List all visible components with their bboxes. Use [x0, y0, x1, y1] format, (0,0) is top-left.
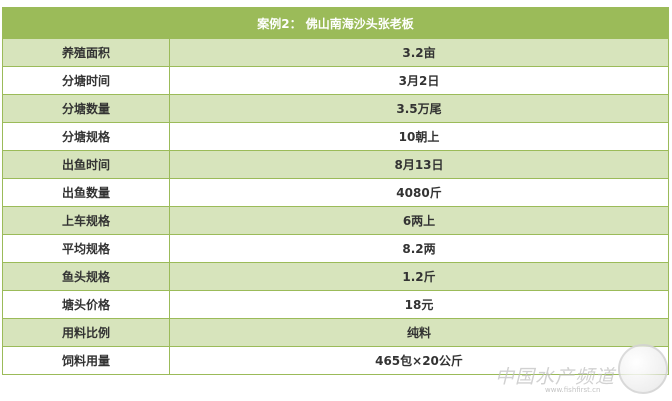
row-value: 4080斤	[169, 178, 669, 207]
row-label: 鱼头规格	[2, 262, 170, 291]
table-row: 饲料用量 465包×20公斤	[2, 346, 669, 375]
row-value: 3月2日	[169, 66, 669, 95]
row-value: 1.2斤	[169, 262, 669, 291]
table-row: 鱼头规格 1.2斤	[2, 262, 669, 291]
watermark-text: 中国水产频道	[495, 366, 616, 388]
table-row: 养殖面积 3.2亩	[2, 38, 669, 67]
row-value: 18元	[169, 290, 669, 319]
row-label: 平均规格	[2, 234, 170, 263]
row-value: 8月13日	[169, 150, 669, 179]
row-value: 3.2亩	[169, 38, 669, 67]
row-value: 3.5万尾	[169, 94, 669, 123]
row-label: 饲料用量	[2, 346, 170, 375]
row-label: 出鱼数量	[2, 178, 170, 207]
table-row: 用料比例 纯料	[2, 318, 669, 347]
table-row: 出鱼数量 4080斤	[2, 178, 669, 207]
row-label: 出鱼时间	[2, 150, 170, 179]
row-label: 分塘时间	[2, 66, 170, 95]
row-value: 6两上	[169, 206, 669, 235]
row-value: 465包×20公斤	[169, 346, 669, 375]
globe-logo-icon	[618, 344, 668, 394]
case-table: 案例2： 佛山南海沙头张老板 养殖面积 3.2亩 分塘时间 3月2日 分塘数量 3.5万尾…	[2, 7, 669, 375]
row-label: 分塘数量	[2, 94, 170, 123]
row-label: 用料比例	[2, 318, 170, 347]
row-value: 10朝上	[169, 122, 669, 151]
row-label: 上车规格	[2, 206, 170, 235]
table-row: 分塘规格 10朝上	[2, 122, 669, 151]
table-row: 平均规格 8.2两	[2, 234, 669, 263]
table-row: 分塘时间 3月2日	[2, 66, 669, 95]
table-row: 分塘数量 3.5万尾	[2, 94, 669, 123]
row-label: 塘头价格	[2, 290, 170, 319]
row-label: 分塘规格	[2, 122, 170, 151]
table-row: 出鱼时间 8月13日	[2, 150, 669, 179]
row-value: 8.2两	[169, 234, 669, 263]
table-row: 塘头价格 18元	[2, 290, 669, 319]
watermark-url: www.fishfirst.cn	[545, 386, 601, 394]
row-value: 纯料	[169, 318, 669, 347]
table-title: 案例2： 佛山南海沙头张老板	[2, 7, 669, 39]
row-label: 养殖面积	[2, 38, 170, 67]
table-row: 上车规格 6两上	[2, 206, 669, 235]
